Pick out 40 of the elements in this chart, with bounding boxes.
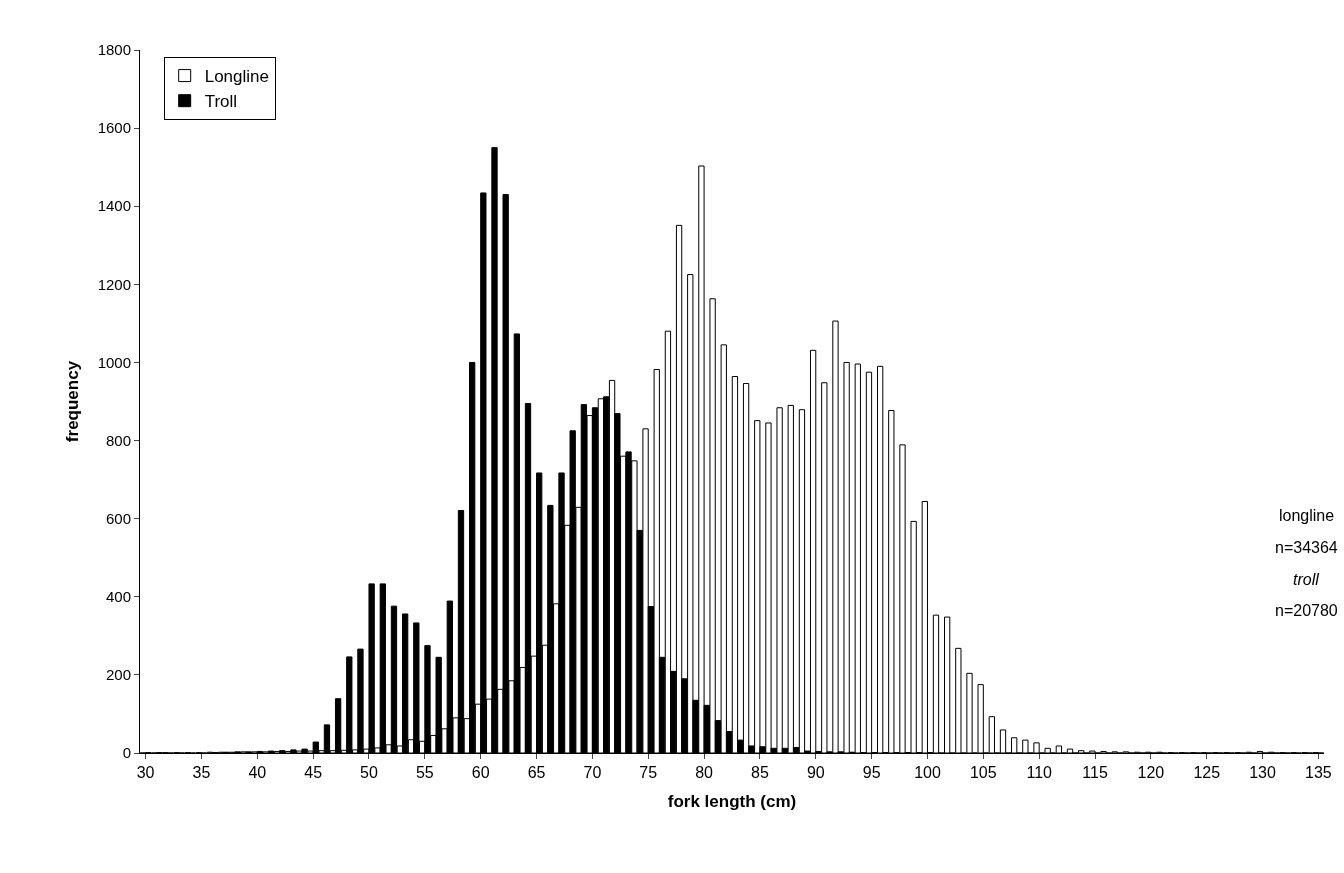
x-tick-label: 85 (751, 764, 769, 782)
x-tick-label: 75 (639, 764, 658, 782)
annotation: n=20780 (1275, 602, 1338, 619)
x-tick-label: 95 (862, 764, 881, 782)
x-tick-label: 125 (1193, 764, 1221, 782)
x-tick-label: 40 (248, 764, 267, 782)
x-tick-label: 110 (1026, 764, 1053, 782)
x-axis-title: fork length (cm) (667, 791, 797, 811)
y-tick-label: 1000 (97, 353, 131, 371)
x-tick-label: 70 (583, 764, 602, 782)
annotation: longline (1279, 507, 1335, 524)
x-tick-label: 130 (1249, 764, 1277, 782)
legend-label: Longline (204, 67, 269, 87)
x-tick-label: 55 (415, 764, 434, 782)
x-tick-label: 50 (360, 764, 378, 782)
y-tick-label: 600 (105, 509, 131, 527)
y-tick-label: 1800 (97, 41, 131, 59)
x-tick-label: 45 (304, 764, 323, 782)
y-tick-label: 400 (105, 588, 131, 606)
x-tick-label: 115 (1082, 764, 1108, 782)
y-tick-label: 800 (105, 431, 131, 449)
y-tick-label: 1400 (97, 197, 131, 215)
legend-label: Troll (204, 92, 238, 112)
y-tick-label: 200 (105, 666, 131, 684)
x-tick-label: 30 (136, 764, 155, 782)
x-tick-label: 100 (914, 764, 941, 782)
annotation: n=34364 (1275, 539, 1338, 556)
y-tick-label: 1200 (97, 275, 131, 293)
x-tick-label: 65 (527, 764, 546, 782)
x-tick-label: 120 (1137, 764, 1165, 782)
x-tick-label: 90 (806, 764, 825, 782)
annotation: troll (1293, 571, 1320, 588)
x-tick-label: 135 (1305, 764, 1332, 782)
y-tick-label: 0 (122, 744, 131, 762)
x-tick-label: 105 (969, 764, 997, 782)
x-tick-label: 80 (695, 764, 714, 782)
y-axis-title: frequency (63, 360, 83, 443)
y-tick-label: 1600 (97, 119, 131, 137)
x-tick-label: 35 (192, 764, 211, 782)
x-tick-label: 60 (471, 764, 490, 782)
